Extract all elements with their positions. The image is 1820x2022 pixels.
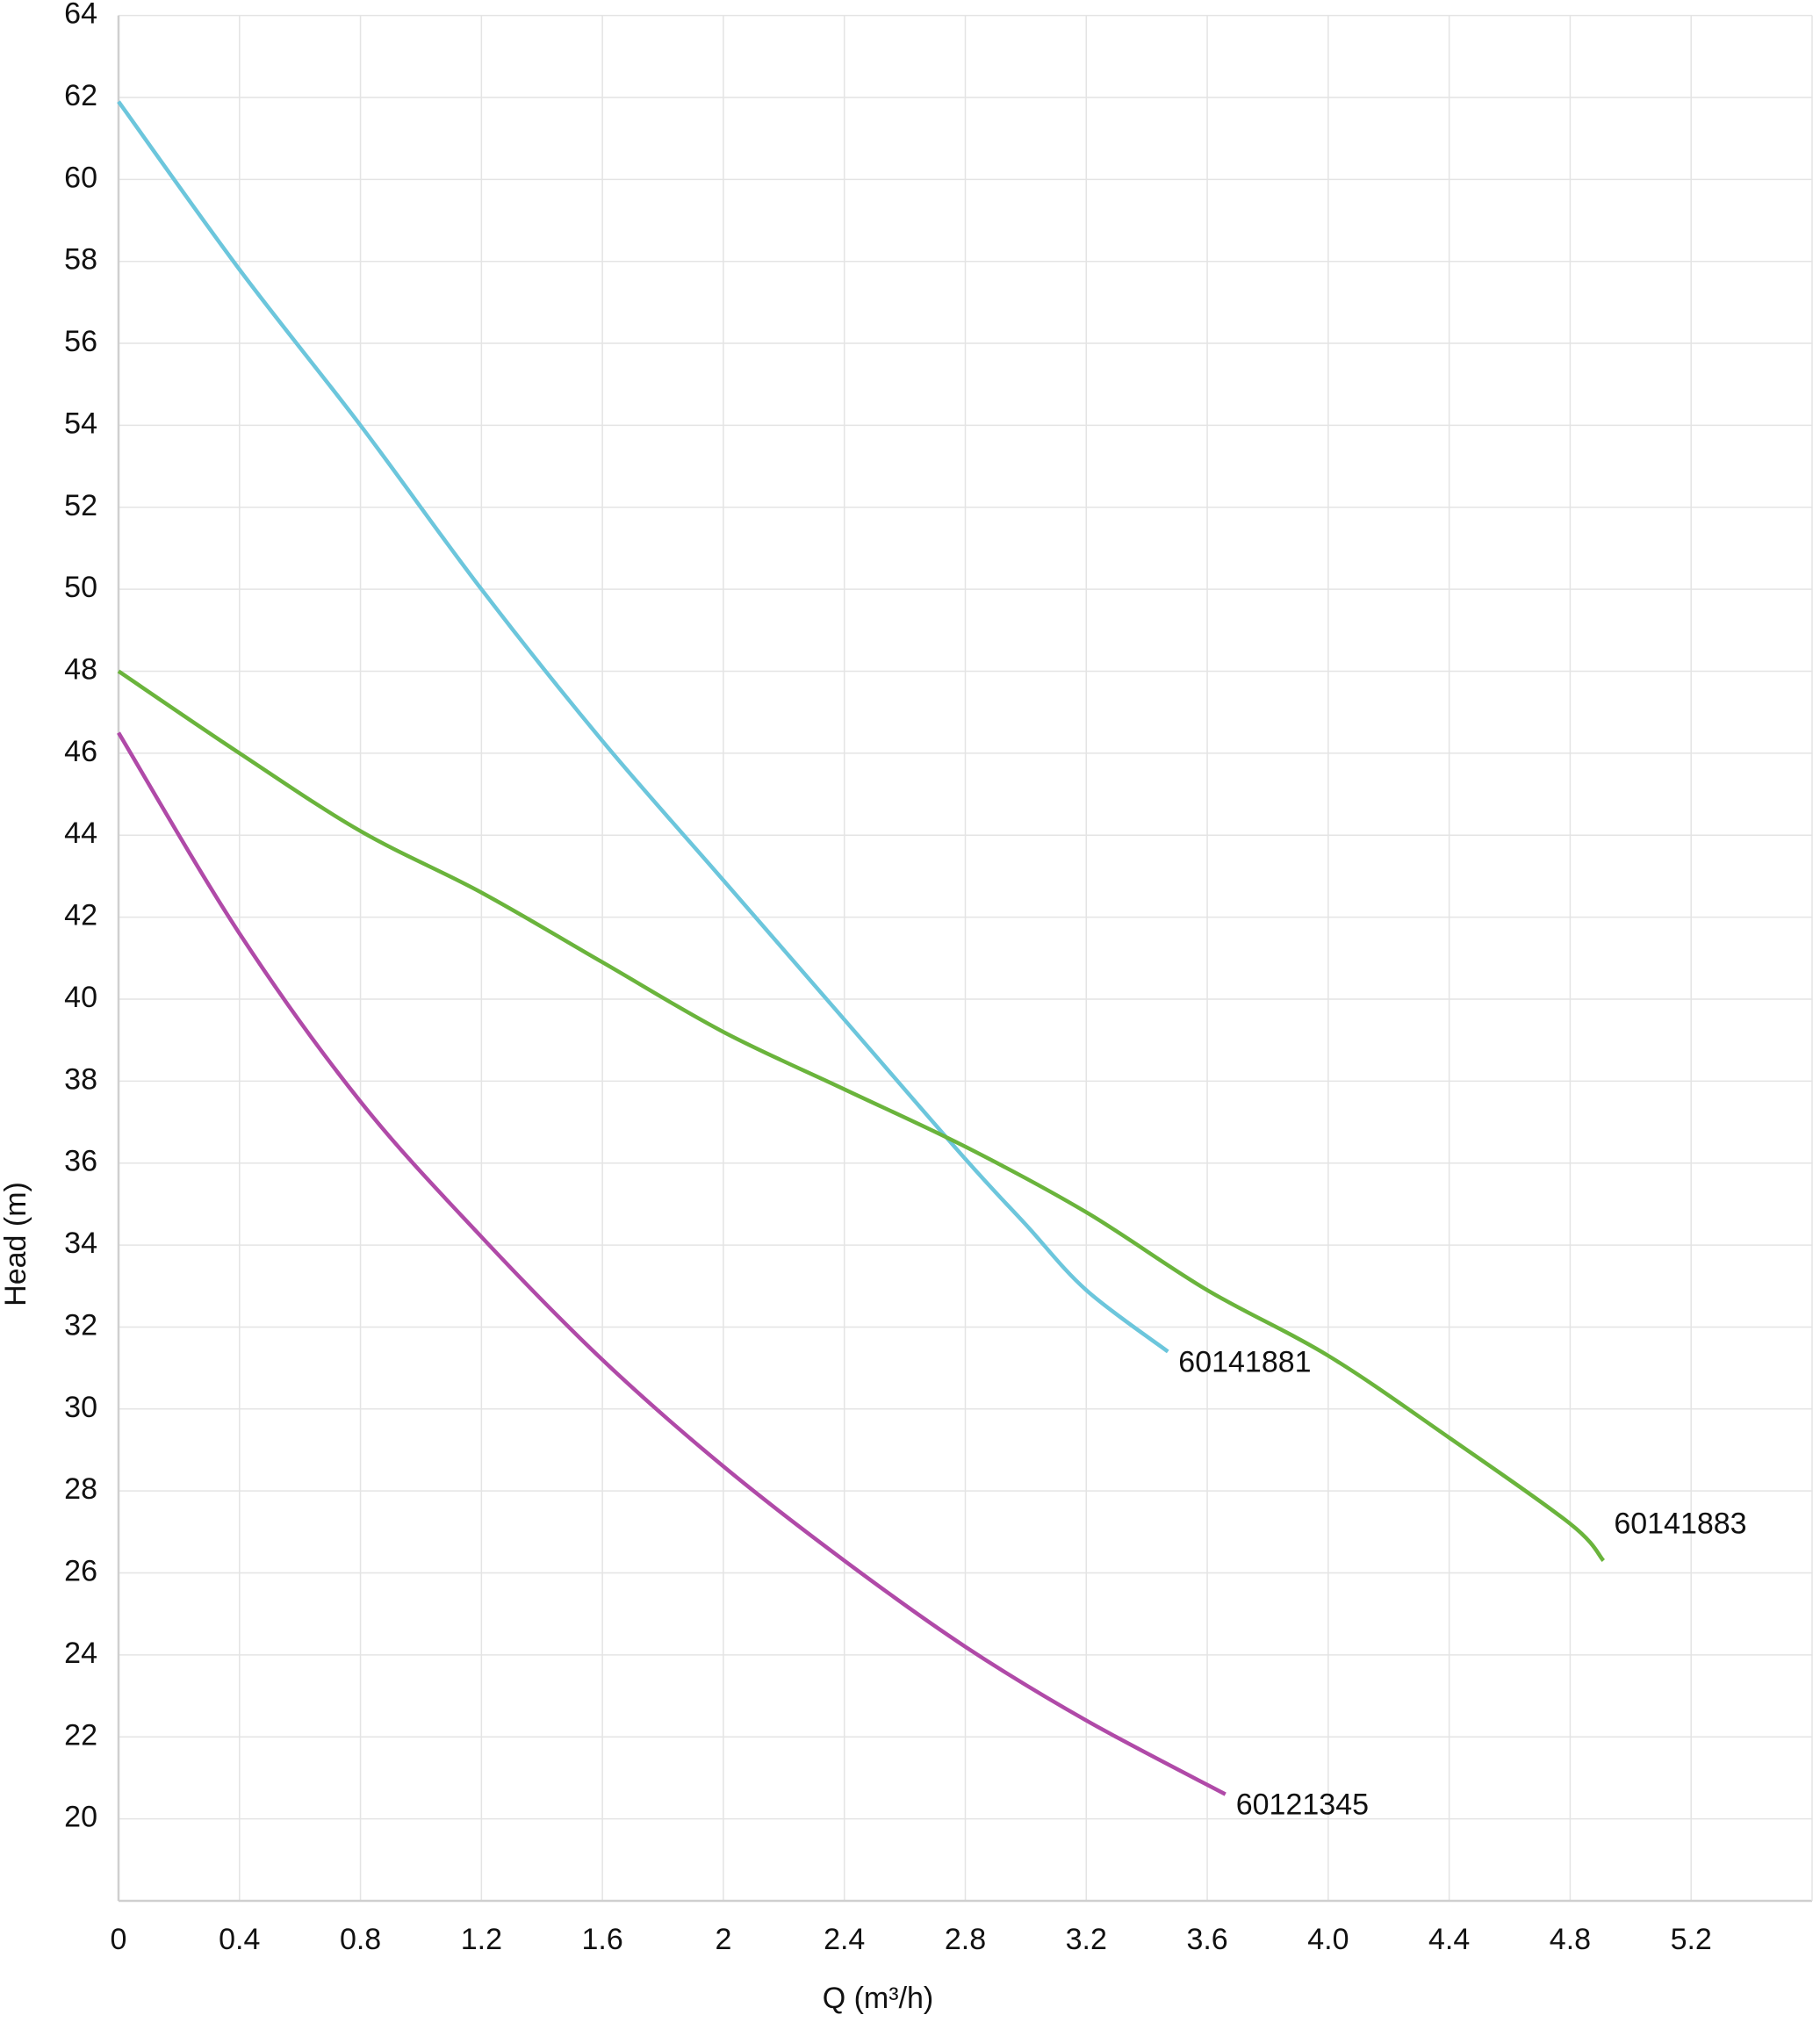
y-tick-label: 32 [64, 1308, 97, 1342]
y-tick-label: 62 [64, 79, 97, 112]
x-tick-label: 3.6 [1186, 1923, 1227, 1956]
x-tick-label: 0.4 [219, 1923, 260, 1956]
x-tick-label: 2 [715, 1923, 731, 1956]
x-tick-label: 3.2 [1066, 1923, 1107, 1956]
series-line [117, 731, 1227, 1796]
y-tick-label: 44 [64, 817, 97, 850]
x-tick-label: 1.6 [582, 1923, 623, 1956]
x-tick-label: 2.8 [945, 1923, 986, 1956]
x-tick-label: 5.2 [1671, 1923, 1712, 1956]
x-tick-label: 0.8 [340, 1923, 381, 1956]
y-tick-label: 22 [64, 1718, 97, 1752]
series-label: 60141881 [1178, 1345, 1311, 1378]
y-tick-label: 42 [64, 899, 97, 932]
y-tick-label: 26 [64, 1555, 97, 1588]
x-tick-label: 4.8 [1550, 1923, 1591, 1956]
y-axis-label: Head (m) [0, 1182, 32, 1306]
x-tick-label: 2.4 [824, 1923, 865, 1956]
y-tick-label: 38 [64, 1062, 97, 1096]
series-label: 60121345 [1236, 1788, 1369, 1822]
x-tick-label: 1.2 [461, 1923, 502, 1956]
series-label: 60141883 [1614, 1508, 1746, 1541]
y-tick-label: 56 [64, 325, 97, 358]
y-tick-label: 48 [64, 653, 97, 687]
series-line [117, 669, 1606, 1563]
x-tick-label: 0 [111, 1923, 127, 1956]
y-tick-label: 20 [64, 1801, 97, 1834]
y-tick-label: 28 [64, 1472, 97, 1506]
y-tick-label: 30 [64, 1391, 97, 1424]
x-tick-label: 4.4 [1428, 1923, 1470, 1956]
y-tick-label: 46 [64, 735, 97, 768]
y-tick-label: 60 [64, 161, 97, 194]
y-tick-label: 58 [64, 243, 97, 277]
y-tick-label: 40 [64, 981, 97, 1014]
series-line [117, 100, 1169, 1354]
y-tick-label: 34 [64, 1227, 97, 1260]
y-tick-label: 64 [64, 0, 97, 31]
y-tick-label: 36 [64, 1145, 97, 1178]
y-tick-label: 24 [64, 1637, 97, 1670]
y-tick-label: 52 [64, 489, 97, 522]
x-axis-label: Q (m³/h) [823, 1982, 934, 2015]
y-tick-label: 54 [64, 407, 97, 440]
x-tick-label: 4.0 [1307, 1923, 1349, 1956]
y-tick-label: 50 [64, 571, 97, 604]
